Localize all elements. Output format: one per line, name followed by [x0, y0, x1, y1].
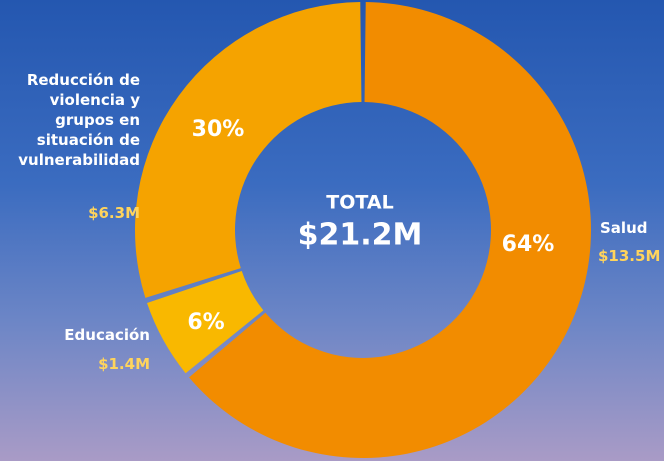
value-label: 64%	[502, 232, 555, 257]
amount-label: $13.5M	[598, 247, 660, 265]
category-label: Educación	[40, 325, 150, 345]
value-label: 30%	[192, 117, 245, 142]
amount-label: $1.4M	[40, 355, 150, 373]
slice	[135, 2, 361, 298]
category-label: Salud	[600, 218, 647, 238]
chart: 64% 6% 30% TOTAL $21.2M Salud $13.5M Edu…	[0, 0, 664, 461]
category-label: Reducción de violencia y grupos en situa…	[2, 70, 140, 170]
center-total: $21.2M	[298, 218, 423, 253]
center-title: TOTAL	[326, 192, 393, 214]
amount-label: $6.3M	[2, 204, 140, 222]
value-label: 6%	[187, 310, 224, 335]
